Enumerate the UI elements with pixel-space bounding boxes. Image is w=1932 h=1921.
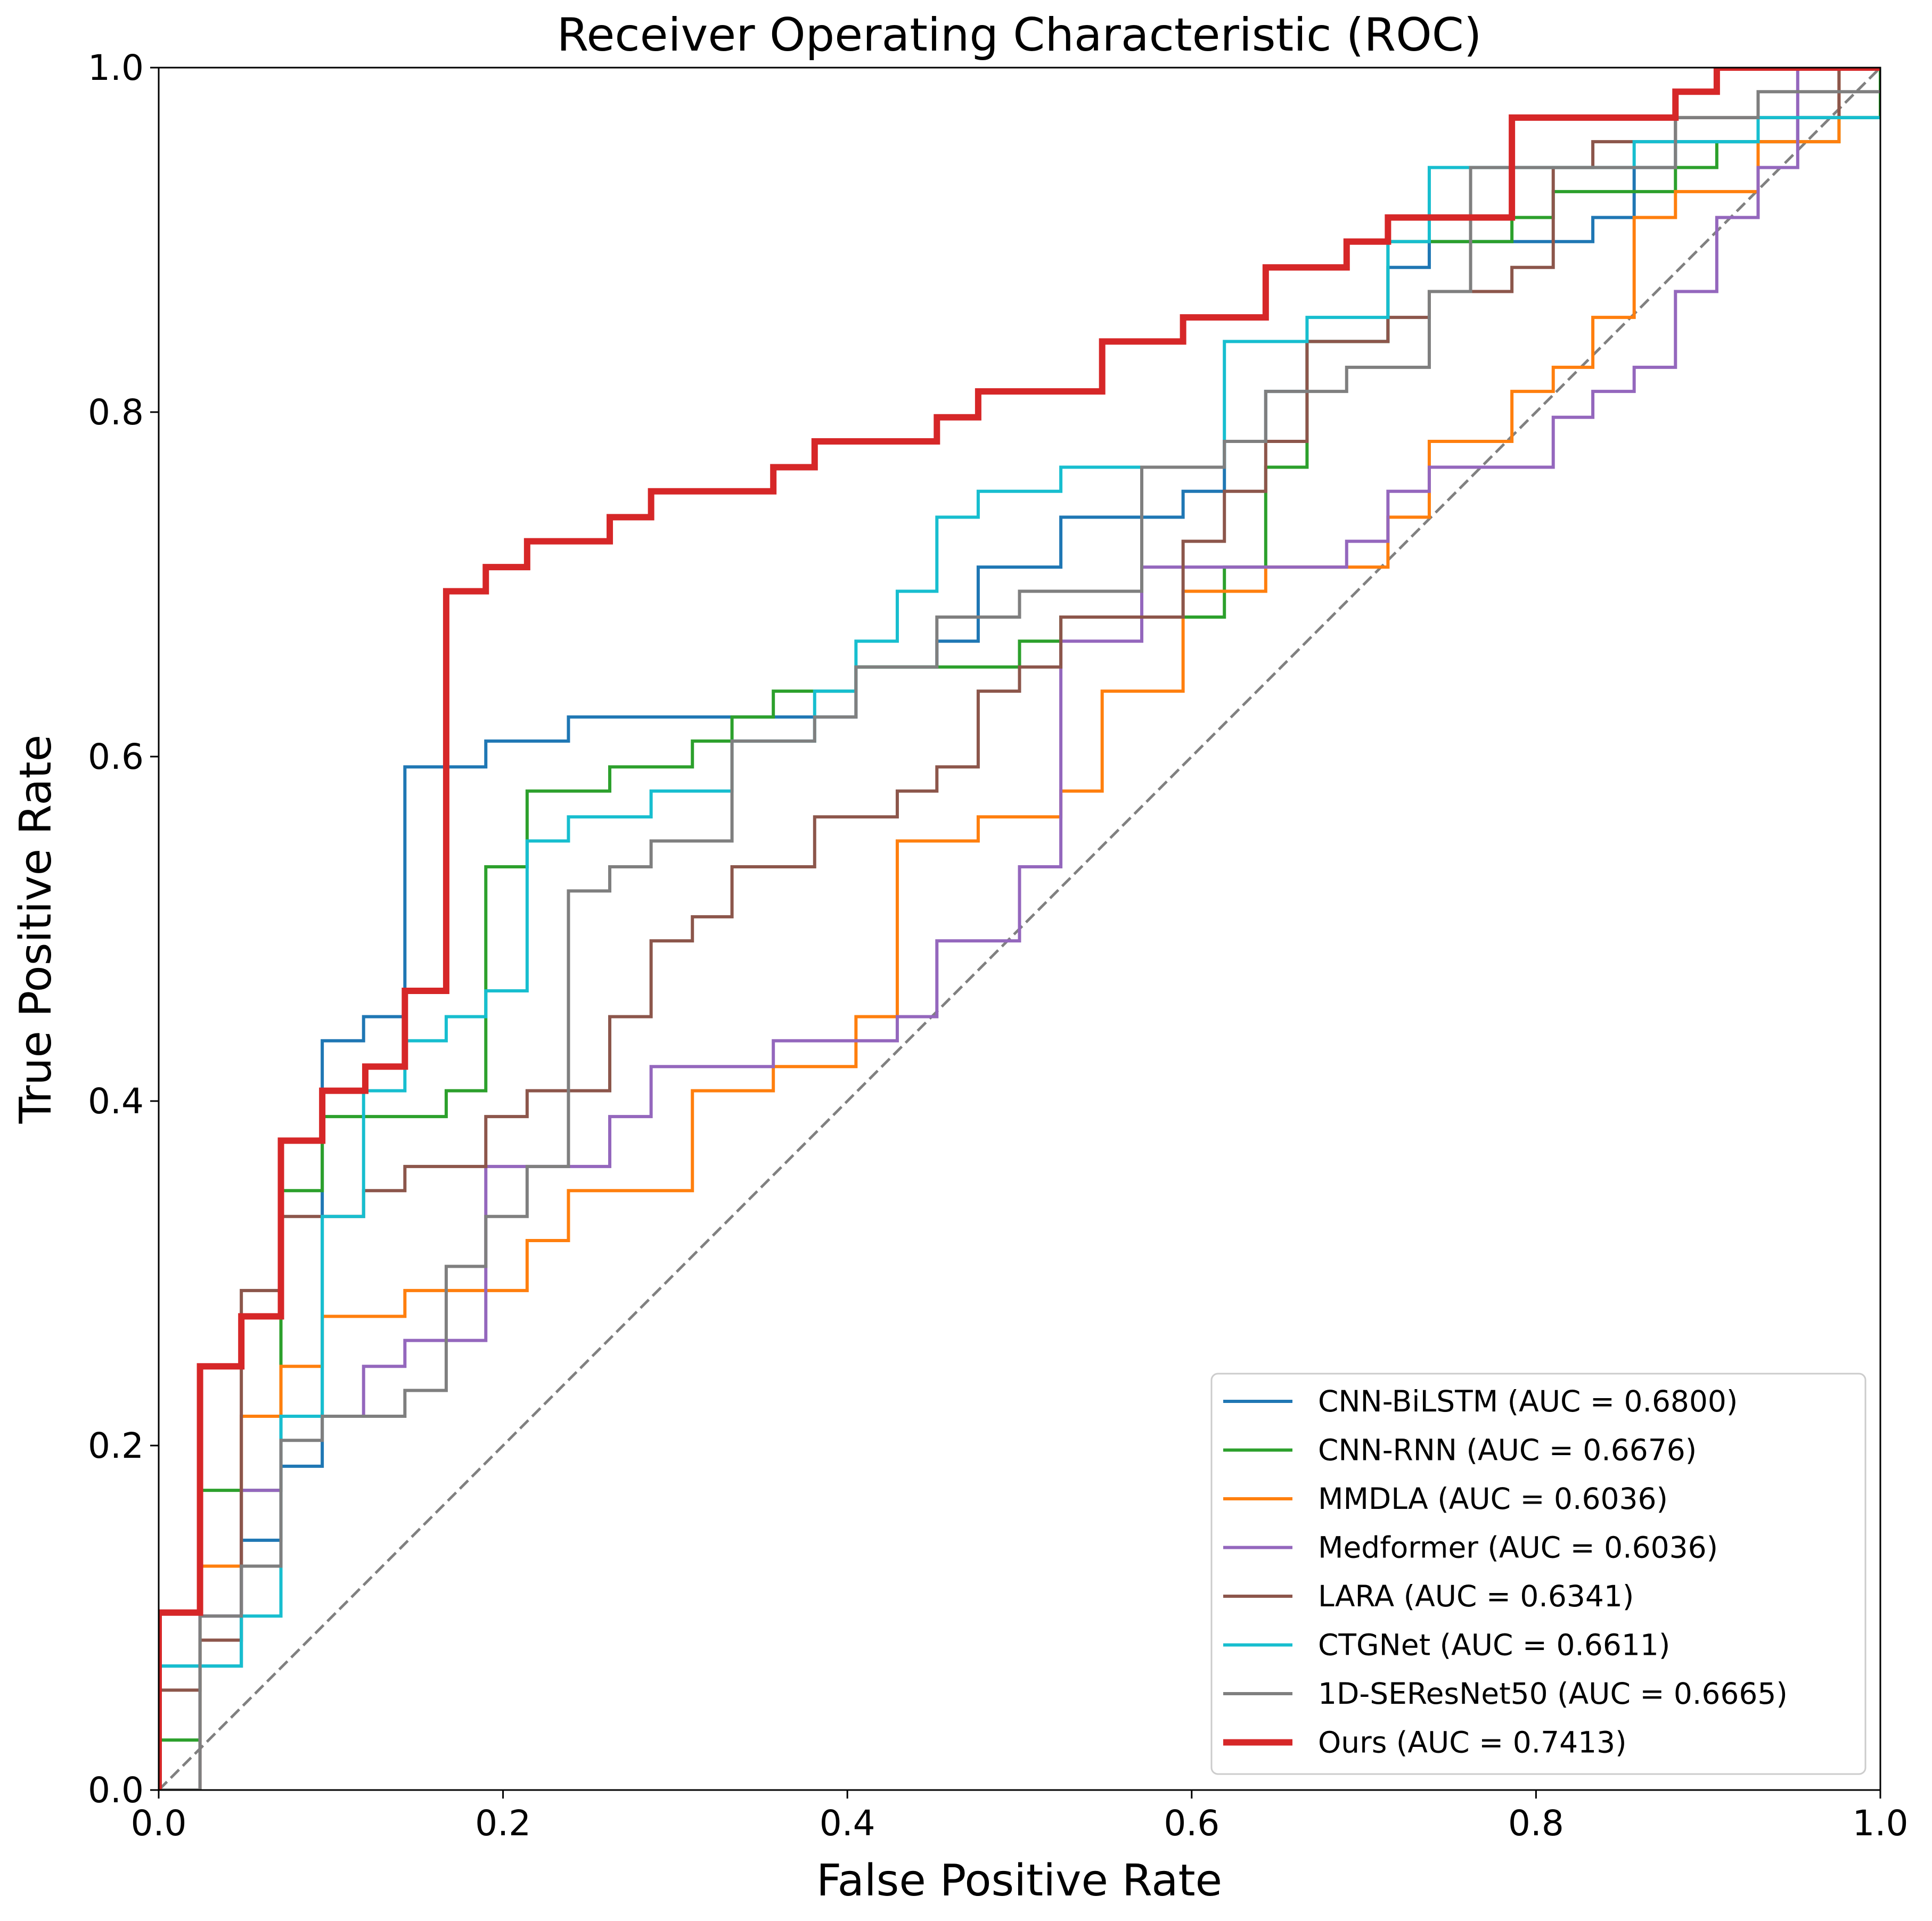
legend-label: Ours (AUC = 0.7413) xyxy=(1318,1726,1627,1760)
x-tick-label: 0.6 xyxy=(1164,1803,1219,1844)
legend-box xyxy=(1210,1373,1866,1775)
series-group xyxy=(159,68,1880,1790)
y-tick-label: 0.6 xyxy=(88,736,144,777)
x-tick-label: 0.2 xyxy=(475,1803,531,1844)
roc-curve-4 xyxy=(159,68,1880,1790)
x-tick-label: 0.4 xyxy=(820,1803,875,1844)
y-tick-label: 0.8 xyxy=(88,392,144,433)
legend-label: LARA (AUC = 0.6341) xyxy=(1318,1579,1634,1613)
y-tick-label: 0.4 xyxy=(88,1081,144,1122)
legend-label: Medformer (AUC = 0.6036) xyxy=(1318,1531,1718,1565)
legend-label: CNN-BiLSTM (AUC = 0.6800) xyxy=(1318,1384,1738,1418)
x-tick-label: 0.0 xyxy=(131,1803,187,1844)
roc-curve-0 xyxy=(159,68,1880,1790)
x-axis-label: False Positive Rate xyxy=(816,1856,1222,1906)
roc-curve-7 xyxy=(159,68,1880,1790)
y-tick-label: 0.0 xyxy=(88,1770,144,1811)
y-tick-label: 1.0 xyxy=(88,47,144,88)
roc-curve-3 xyxy=(159,68,1880,1790)
legend-label: CNN-RNN (AUC = 0.6676) xyxy=(1318,1433,1697,1467)
legend-label: CTGNet (AUC = 0.6611) xyxy=(1318,1628,1670,1662)
legend-label: 1D-SEResNet50 (AUC = 0.6665) xyxy=(1318,1677,1788,1711)
plot-frame xyxy=(158,67,1881,1791)
x-tick-label: 0.8 xyxy=(1508,1803,1564,1844)
x-tick-label: 1.0 xyxy=(1853,1803,1909,1844)
legend-label: MMDLA (AUC = 0.6036) xyxy=(1318,1482,1668,1516)
roc-curve-6 xyxy=(159,90,1880,1790)
chart-title: Receiver Operating Characteristic (ROC) xyxy=(557,9,1482,62)
y-axis-label: True Positive Rate xyxy=(11,735,61,1124)
y-tick-label: 0.2 xyxy=(88,1425,144,1466)
